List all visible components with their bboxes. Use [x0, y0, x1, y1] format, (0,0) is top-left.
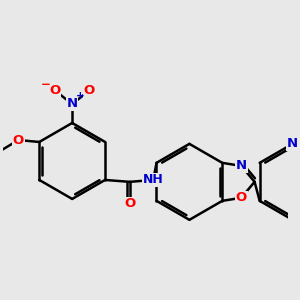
- Text: O: O: [236, 191, 247, 204]
- Text: N: N: [67, 98, 78, 110]
- Text: O: O: [50, 84, 61, 97]
- Text: O: O: [84, 84, 95, 97]
- Text: O: O: [124, 197, 135, 210]
- Text: −: −: [40, 78, 50, 91]
- Text: NH: NH: [143, 173, 164, 186]
- Text: N: N: [287, 137, 298, 150]
- Text: O: O: [13, 134, 24, 147]
- Text: +: +: [76, 91, 85, 101]
- Text: N: N: [236, 159, 247, 172]
